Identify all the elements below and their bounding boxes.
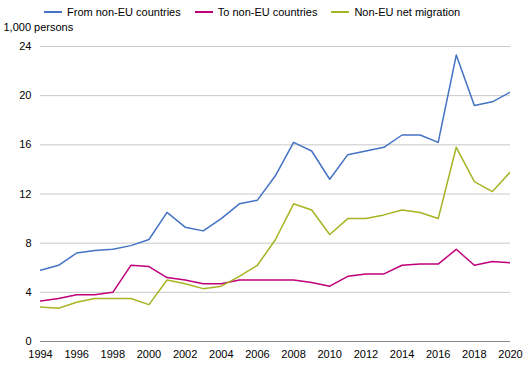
svg-text:16: 16 [19, 138, 31, 150]
svg-text:24: 24 [19, 40, 31, 52]
svg-text:2010: 2010 [317, 348, 341, 360]
svg-text:2004: 2004 [209, 348, 233, 360]
svg-text:2014: 2014 [390, 348, 414, 360]
svg-text:2000: 2000 [137, 348, 161, 360]
svg-text:12: 12 [19, 188, 31, 200]
svg-text:4: 4 [25, 286, 31, 298]
svg-text:1994: 1994 [28, 348, 52, 360]
svg-text:1,000 persons: 1,000 persons [4, 21, 74, 33]
svg-text:1998: 1998 [101, 348, 125, 360]
svg-text:1996: 1996 [64, 348, 88, 360]
svg-text:20: 20 [19, 89, 31, 101]
html-text:From non-EU countries: From non-EU countries [67, 6, 181, 18]
svg-text:8: 8 [25, 237, 31, 249]
svg-text:2016: 2016 [426, 348, 450, 360]
html-text:To non-EU countries: To non-EU countries [217, 6, 318, 18]
html-text:Non-EU net migration: Non-EU net migration [354, 6, 461, 18]
svg-text:2002: 2002 [173, 348, 197, 360]
svg-text:2020: 2020 [498, 348, 522, 360]
svg-text:2008: 2008 [281, 348, 305, 360]
svg-text:2006: 2006 [245, 348, 269, 360]
svg-text:2018: 2018 [462, 348, 486, 360]
svg-text:2012: 2012 [354, 348, 378, 360]
svg-text:0: 0 [25, 335, 31, 347]
